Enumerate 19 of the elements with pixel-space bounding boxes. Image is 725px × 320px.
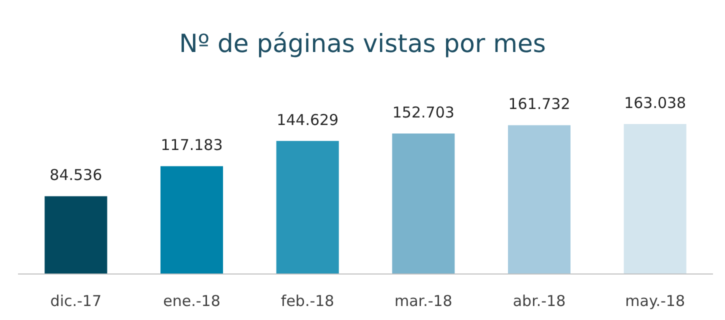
bar [624, 124, 686, 274]
bar [392, 134, 455, 274]
x-tick-label: dic.-17 [50, 292, 102, 310]
x-tick-label: abr.-18 [512, 292, 566, 310]
x-tick-label: ene.-18 [163, 292, 220, 310]
bar [44, 196, 108, 274]
data-label: 163.038 [624, 94, 686, 112]
data-label: 84.536 [50, 166, 102, 184]
data-label: 161.732 [508, 95, 570, 114]
data-label: 117.183 [160, 136, 223, 154]
x-tick-label: feb.-18 [280, 292, 334, 310]
bar [160, 166, 224, 274]
x-tick-label: may.-18 [625, 292, 685, 310]
data-label: 144.629 [276, 110, 339, 129]
data-label: 152.703 [392, 104, 454, 122]
bar [508, 125, 571, 274]
x-tick-label: mar.-18 [394, 292, 452, 310]
bar [276, 140, 339, 274]
chart-title: Nº de páginas vistas por mes [179, 29, 546, 58]
